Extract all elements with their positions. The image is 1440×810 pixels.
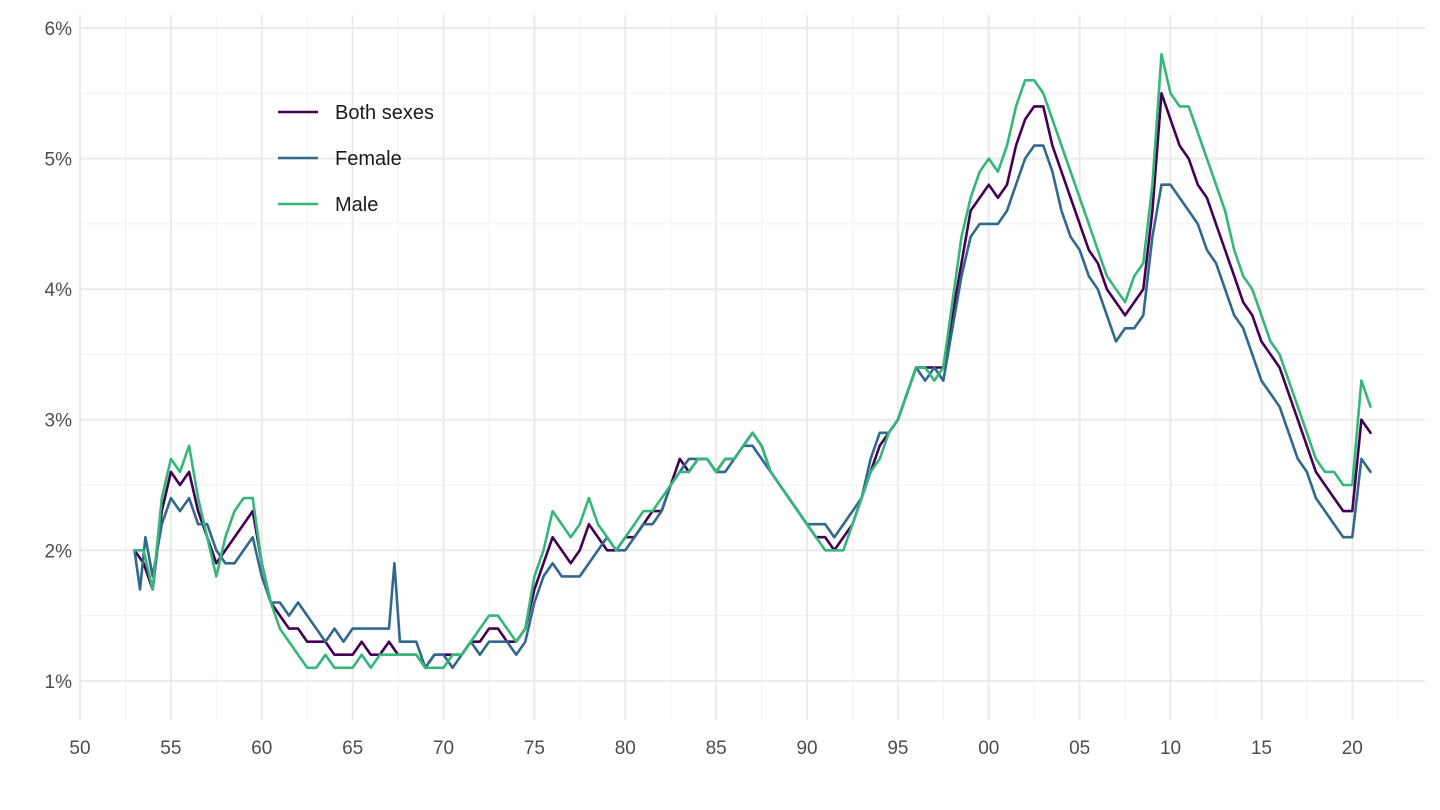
- x-tick-label: 95: [887, 738, 908, 759]
- series-line-both-sexes: [133, 92, 1372, 670]
- x-tick-label: 10: [1160, 738, 1181, 759]
- y-tick-label: 4%: [45, 280, 73, 301]
- y-tick-label: 1%: [45, 672, 73, 693]
- x-tick-label: 05: [1069, 738, 1090, 759]
- x-tick-label: 75: [524, 738, 545, 759]
- y-tick-label: 2%: [45, 541, 73, 562]
- y-axis-tick-labels: 1% 2% 3% 4% 5% 6%: [45, 19, 73, 693]
- major-gridlines-x: [79, 15, 1354, 720]
- x-axis-tick-labels: 50 55 60 65 70 75 80 85 90 95 00 05 10 15 20: [69, 738, 1362, 759]
- x-tick-label: 65: [342, 738, 363, 759]
- legend-label-male: Male: [335, 194, 378, 216]
- x-tick-label: 90: [796, 738, 817, 759]
- legend-label-both-sexes: Both sexes: [335, 102, 434, 124]
- x-tick-label: 85: [706, 738, 727, 759]
- series-layer: [133, 52, 1372, 670]
- minor-gridlines-x: [124, 15, 1399, 720]
- x-tick-label: 55: [160, 738, 181, 759]
- x-tick-label: 15: [1251, 738, 1272, 759]
- series-line-male: [133, 52, 1372, 670]
- y-tick-label: 6%: [45, 19, 73, 40]
- x-tick-label: 50: [69, 738, 90, 759]
- legend-label-female: Female: [335, 148, 402, 170]
- x-tick-label: 20: [1342, 738, 1363, 759]
- y-tick-label: 5%: [45, 150, 73, 171]
- x-tick-label: 70: [433, 738, 454, 759]
- x-tick-label: 60: [251, 738, 272, 759]
- y-tick-label: 3%: [45, 411, 73, 432]
- minor-gridlines-y: [80, 92, 1425, 617]
- x-tick-label: 80: [615, 738, 636, 759]
- x-tick-label: 00: [978, 738, 999, 759]
- legend: Both sexes Female Male: [278, 102, 434, 216]
